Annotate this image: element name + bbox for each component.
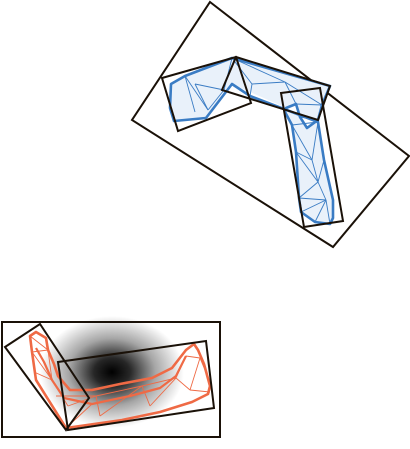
lower-part-box-right	[56, 339, 216, 432]
upper-mesh-fill	[170, 58, 333, 224]
lower-part-box-left	[3, 322, 91, 432]
upper-part-box-left	[160, 55, 253, 133]
upper-part-box-right	[279, 86, 345, 229]
lower-shape	[1, 316, 221, 438]
upper-part-box-top	[220, 55, 332, 122]
lower-mesh-inner-edge	[35, 347, 187, 406]
lower-mesh-outline	[28, 330, 212, 430]
upper-shape	[130, 0, 410, 249]
upper-outer-bounding-box	[130, 0, 410, 249]
